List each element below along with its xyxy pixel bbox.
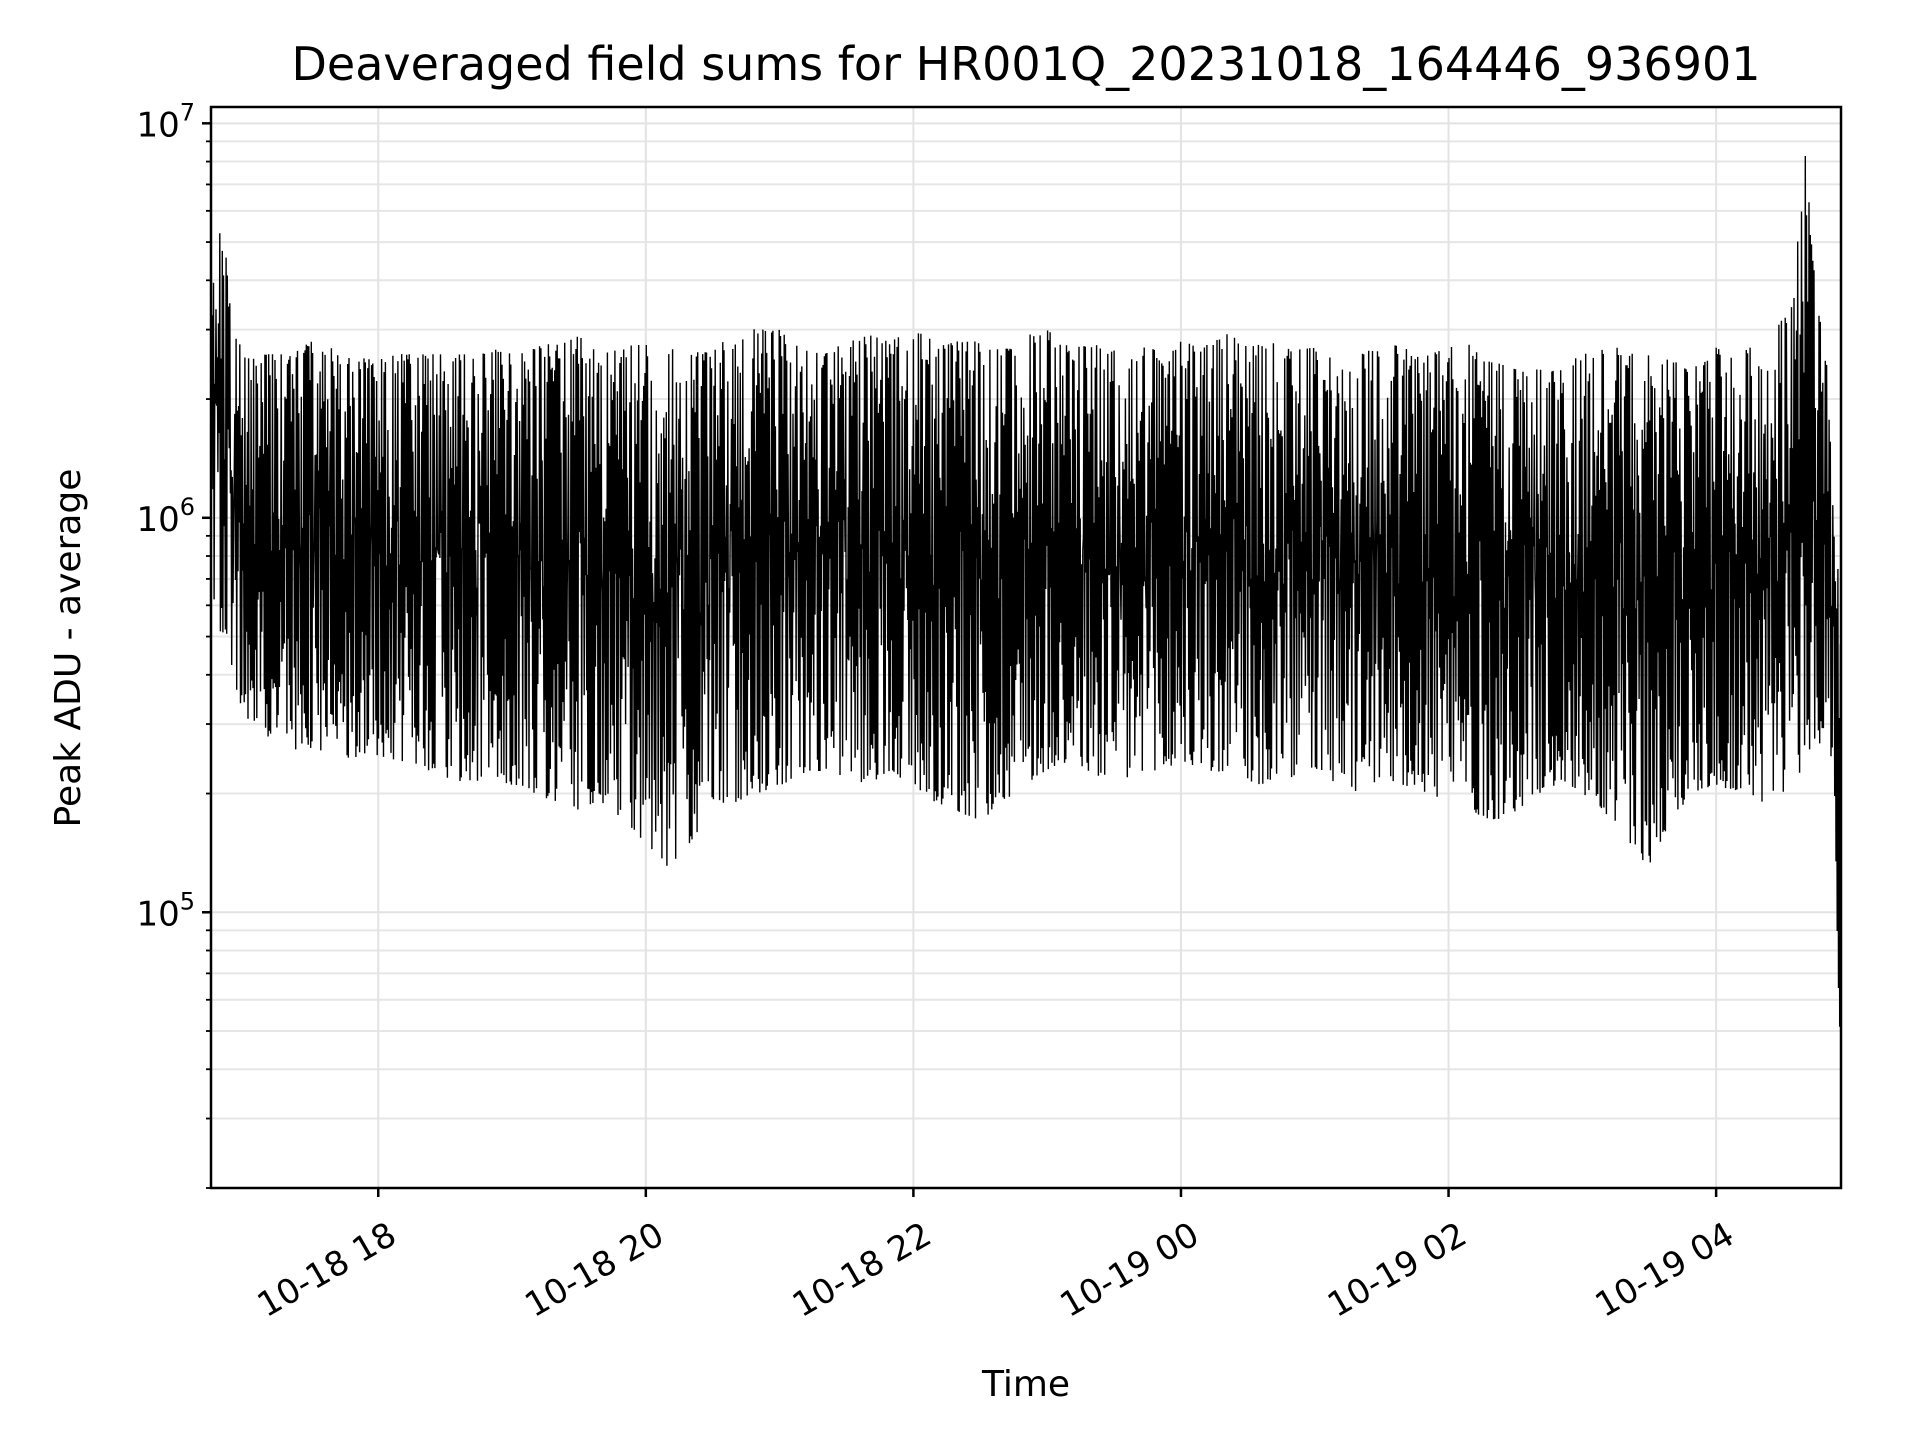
chart-title: Deaveraged field sums for HR001Q_2023101… [291,37,1760,91]
y-tick-label: 105 [136,887,195,934]
x-tick-label: 10-19 04 [1589,1215,1741,1326]
x-tick-label: 10-19 00 [1053,1215,1205,1326]
x-tick-label: 10-18 22 [786,1215,938,1326]
x-tick-label: 10-18 18 [251,1215,403,1326]
x-tick-label: 10-19 02 [1321,1215,1473,1326]
plot-frame [209,105,1843,1190]
y-tick-labels: 105 106 107 [136,98,195,934]
y-axis-label: Peak ADU - average [48,469,89,828]
x-axis-label: Time [981,1364,1070,1405]
series-line [210,155,1842,1073]
y-tick-label: 106 [136,493,195,540]
ticks [202,122,1718,1197]
x-tick-labels: 10-18 18 10-18 20 10-18 22 10-19 00 10-19 02… [251,1215,1741,1326]
x-tick-label: 10-18 20 [518,1215,670,1326]
series-group [210,155,1842,1073]
y-tick-label: 107 [136,98,195,145]
